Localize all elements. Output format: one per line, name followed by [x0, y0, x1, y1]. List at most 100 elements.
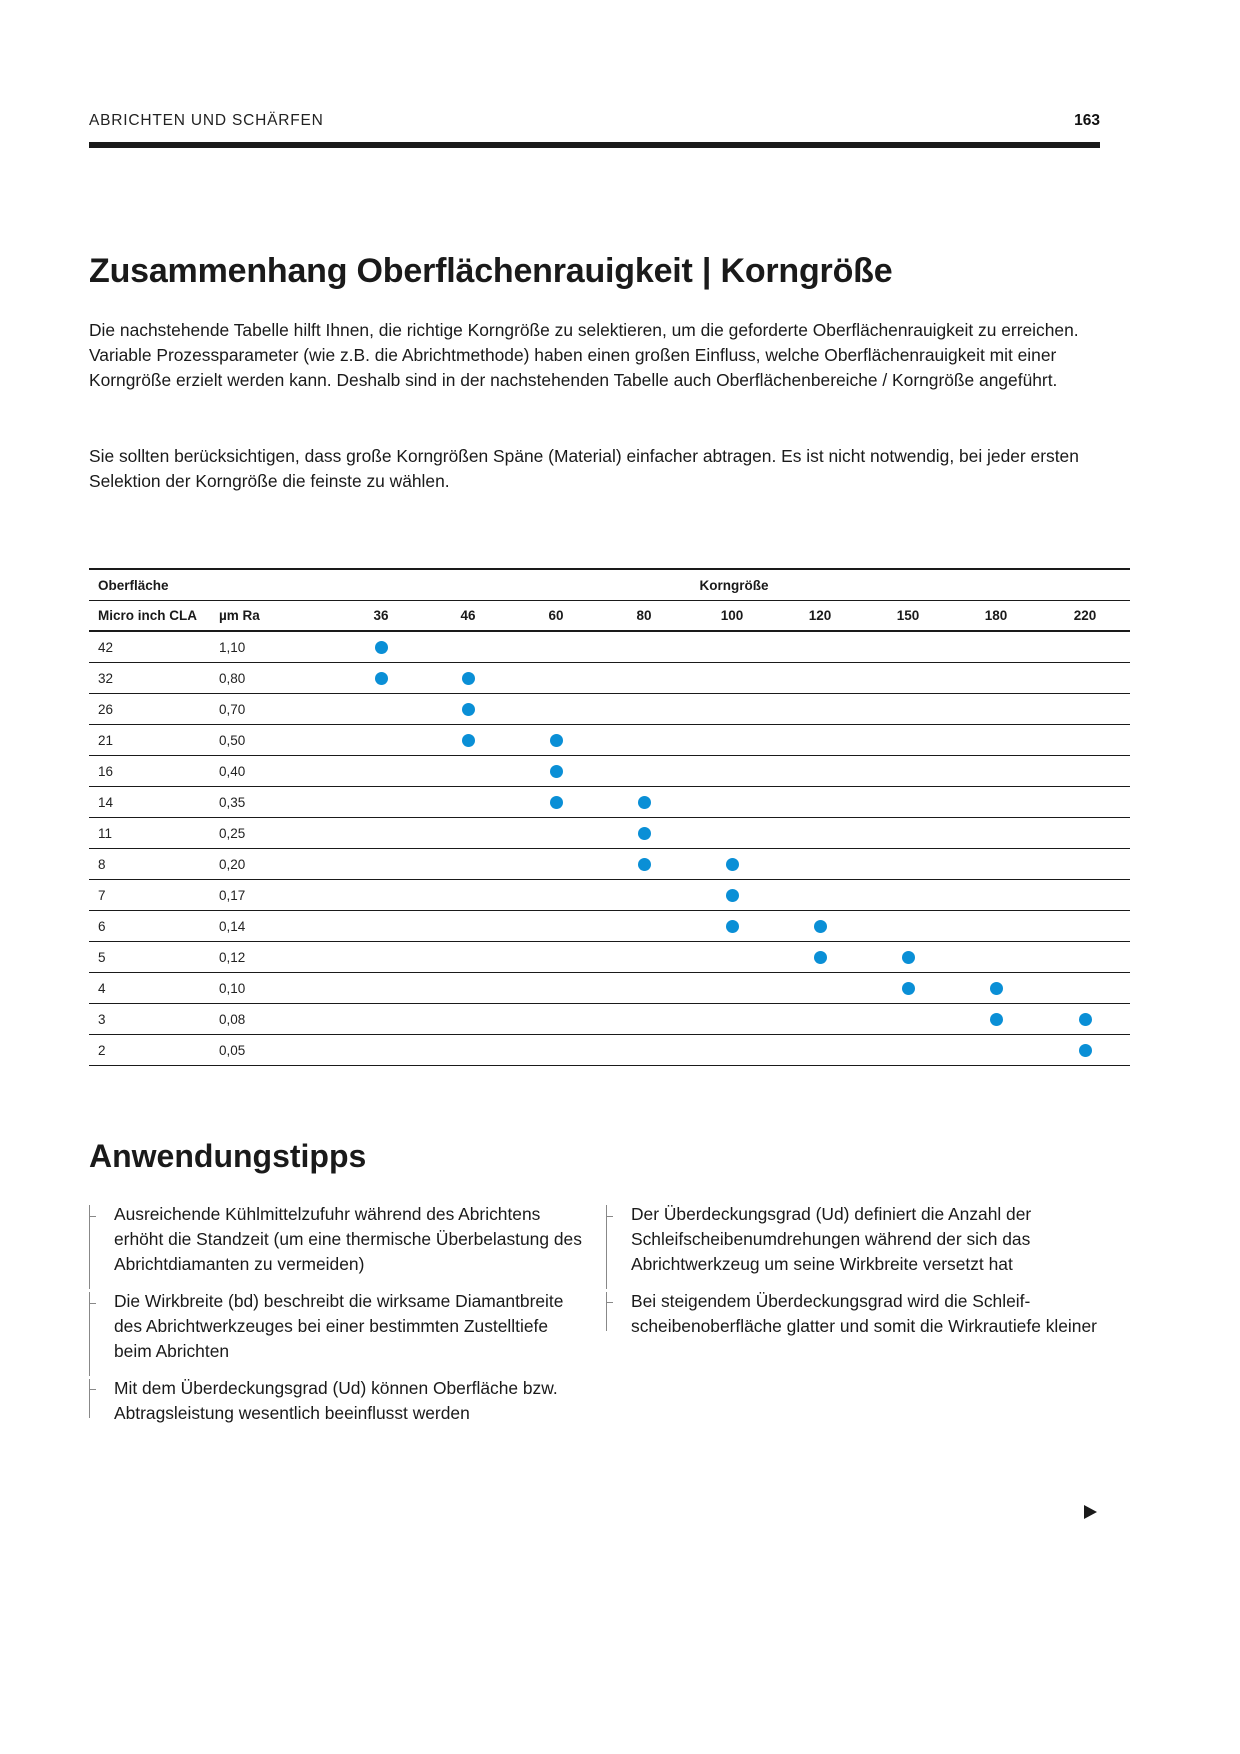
grit-cell	[600, 631, 688, 663]
grit-cell	[424, 693, 512, 725]
grit-cell	[1040, 910, 1131, 942]
grit-cell	[952, 1003, 1040, 1035]
grit-cell	[864, 786, 952, 818]
page-number: 163	[1074, 112, 1100, 129]
grit-cell	[952, 662, 1040, 694]
grit-cell	[952, 941, 1040, 973]
grit-cell	[338, 662, 424, 694]
grit-cell	[776, 1003, 864, 1035]
grit-marker-dot	[549, 765, 563, 779]
grit-cell	[600, 817, 688, 849]
grit-cell	[600, 910, 688, 942]
tip-text: Ausreichende Kühlmittelzufuhr während de…	[114, 1204, 582, 1274]
grit-cell	[776, 724, 864, 756]
grit-cell	[600, 1034, 688, 1066]
um-ra-cell: 0,80	[219, 662, 338, 694]
grit-cell	[688, 1003, 776, 1035]
grit-cell	[1040, 972, 1131, 1004]
table-row: 42 1,10	[89, 631, 1131, 663]
grit-cell	[688, 662, 776, 694]
surface-group-header: Oberfläche	[89, 568, 338, 601]
micro-inch-cell: 2	[89, 1034, 219, 1066]
grit-cell	[776, 941, 864, 973]
grit-cell	[512, 755, 600, 787]
grit-cell	[688, 755, 776, 787]
grit-marker-dot	[637, 796, 651, 810]
grit-cell	[338, 910, 424, 942]
grit-cell	[600, 941, 688, 973]
grit-cell	[688, 879, 776, 911]
tip-item: Bei steigendem Überdeckungsgrad wird die…	[606, 1289, 1106, 1339]
grit-cell	[424, 941, 512, 973]
tip-bracket-line	[606, 1205, 607, 1289]
grit-cell	[424, 755, 512, 787]
grit-cell	[512, 631, 600, 663]
intro-paragraph: Die nachstehende Tabelle hilft Ihnen, di…	[89, 320, 1079, 390]
micro-inch-cell: 4	[89, 972, 219, 1004]
tip-bullet-tick	[89, 1389, 96, 1390]
grit-cell	[688, 910, 776, 942]
tip-text: Die Wirkbreite (bd) beschreibt die wirks…	[114, 1291, 564, 1361]
um-ra-cell: 0,35	[219, 786, 338, 818]
table-row: 32 0,80	[89, 662, 1131, 694]
grit-cell	[1040, 817, 1131, 849]
grit-marker-dot	[813, 951, 827, 965]
micro-inch-cell: 8	[89, 848, 219, 880]
grit-cell	[688, 848, 776, 880]
tip-bracket-line	[89, 1292, 90, 1376]
grit-cell	[338, 941, 424, 973]
grit-cell	[952, 879, 1040, 911]
table-row: 6 0,14	[89, 910, 1131, 942]
tips-heading: Anwendungstipps	[89, 1138, 367, 1174]
header-rule	[89, 142, 1100, 148]
grit-cell	[864, 910, 952, 942]
tips-list-left: Ausreichende Kühlmittelzufuhr während de…	[89, 1202, 589, 1438]
grit-marker-dot	[549, 796, 563, 810]
play-arrow-icon[interactable]	[1084, 1505, 1097, 1519]
um-ra-cell: 1,10	[219, 631, 338, 663]
grit-cell	[864, 631, 952, 663]
grit-cell	[952, 910, 1040, 942]
grit-cell	[688, 693, 776, 725]
grit-cell	[952, 786, 1040, 818]
grit-cell	[1040, 1034, 1131, 1066]
grit-cell	[776, 817, 864, 849]
grit-cell	[776, 693, 864, 725]
grit-marker-dot	[461, 672, 475, 686]
grit-column-header: 100	[688, 600, 776, 632]
grit-cell	[424, 1034, 512, 1066]
grit-column-header: 80	[600, 600, 688, 632]
grit-cell	[952, 817, 1040, 849]
grit-marker-dot	[901, 951, 915, 965]
tip-text: Der Überdeckungsgrad (Ud) definiert die …	[631, 1204, 1032, 1274]
micro-inch-cell: 5	[89, 941, 219, 973]
um-ra-cell: 0,10	[219, 972, 338, 1004]
table-group-header-row: Oberfläche Korngröße	[89, 568, 1131, 601]
grit-marker-dot	[813, 920, 827, 934]
um-ra-cell: 0,70	[219, 693, 338, 725]
grit-cell	[776, 786, 864, 818]
um-ra-cell: 0,17	[219, 879, 338, 911]
grit-marker-dot	[461, 734, 475, 748]
tip-text: Mit dem Überdeckungsgrad (Ud) können Obe…	[114, 1378, 558, 1423]
um-ra-cell: 0,12	[219, 941, 338, 973]
tip-bullet-tick	[606, 1216, 613, 1217]
grit-cell	[338, 724, 424, 756]
grit-cell	[864, 724, 952, 756]
grit-cell	[338, 817, 424, 849]
table-row: 4 0,10	[89, 972, 1131, 1004]
grit-marker-dot	[461, 703, 475, 717]
micro-inch-header: Micro inch CLA	[89, 600, 219, 632]
grit-cell	[424, 662, 512, 694]
grit-cell	[424, 786, 512, 818]
grit-cell	[512, 662, 600, 694]
grit-cell	[512, 724, 600, 756]
micro-inch-cell: 3	[89, 1003, 219, 1035]
grit-cell	[600, 693, 688, 725]
table-row: 8 0,20	[89, 848, 1131, 880]
grit-cell	[1040, 1003, 1131, 1035]
table-row: 5 0,12	[89, 941, 1131, 973]
grit-cell	[1040, 755, 1131, 787]
um-ra-cell: 0,08	[219, 1003, 338, 1035]
grit-cell	[688, 786, 776, 818]
